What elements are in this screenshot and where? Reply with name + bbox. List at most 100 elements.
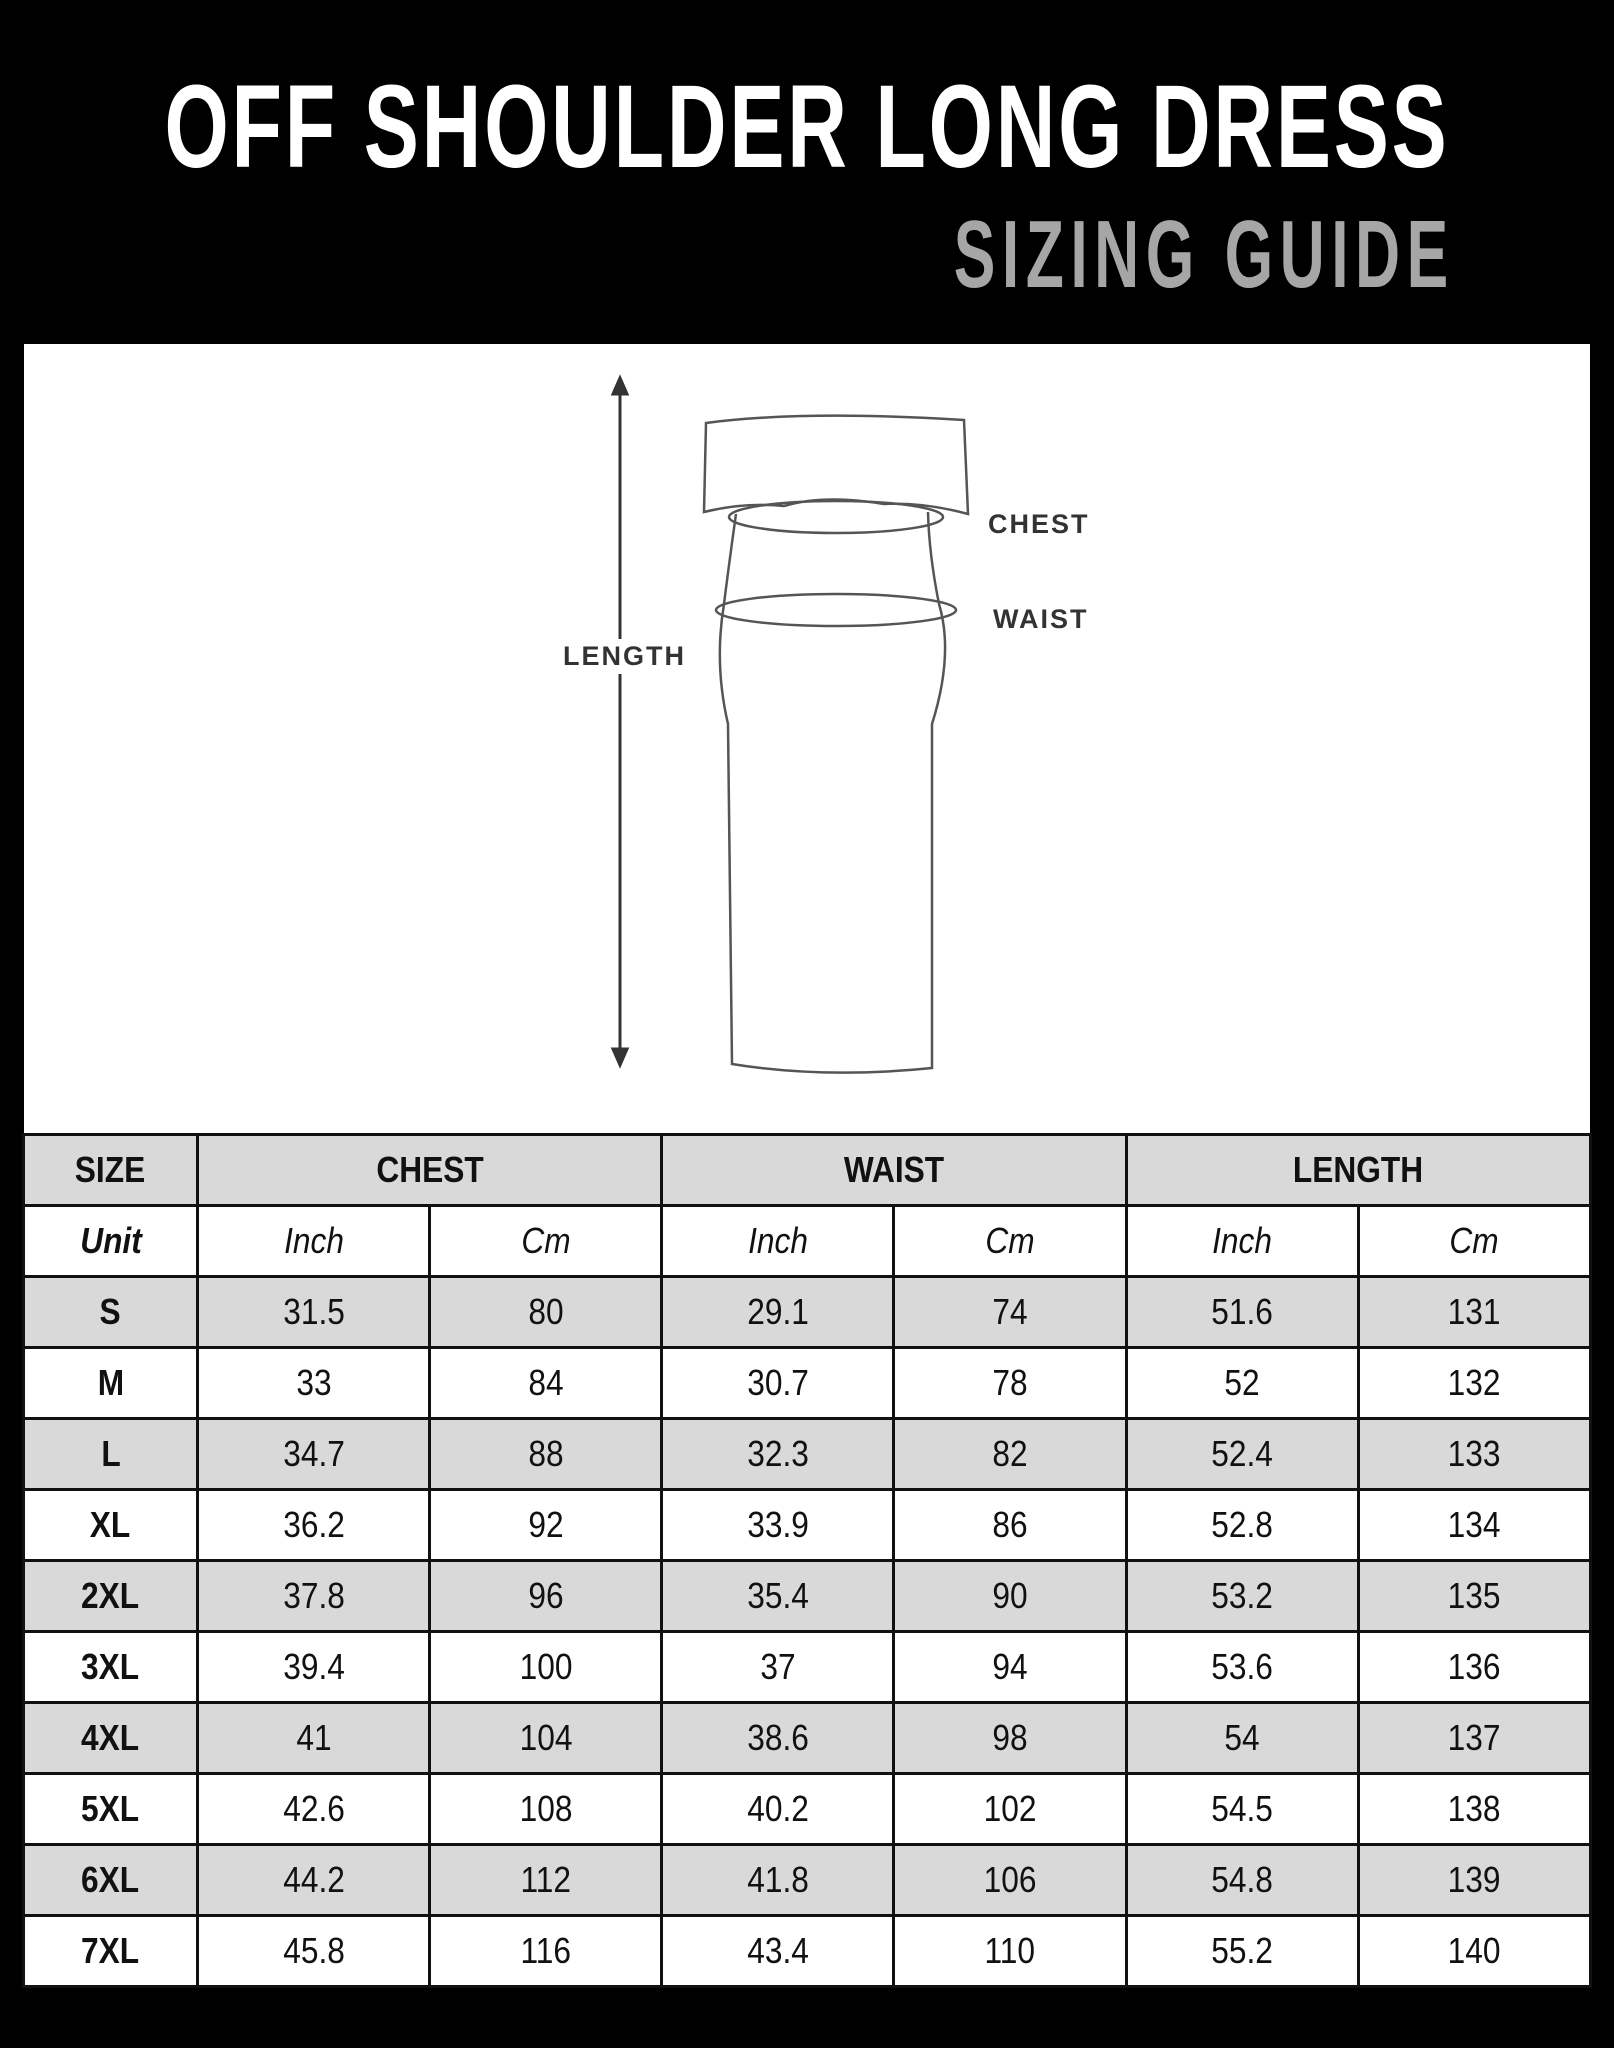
size-cell: L <box>22 1417 199 1491</box>
length-label: LENGTH <box>563 639 686 674</box>
table-row: 5XL 42.6 108 40.2 102 54.5 138 <box>22 1772 1593 1846</box>
value-cell: 106 <box>892 1843 1128 1917</box>
table-row: L 34.7 88 32.3 82 52.4 133 <box>22 1417 1593 1491</box>
value-cell: 92 <box>428 1488 664 1562</box>
size-cell: S <box>22 1275 199 1349</box>
table-row: M 33 84 30.7 78 52 132 <box>22 1346 1593 1420</box>
value-cell: 100 <box>428 1630 664 1704</box>
value-cell: 51.6 <box>1124 1275 1360 1349</box>
unit-cell: Inch <box>1124 1204 1360 1278</box>
value-cell: 102 <box>892 1772 1128 1846</box>
value-cell: 138 <box>1356 1772 1593 1846</box>
value-cell: 53.2 <box>1124 1559 1360 1633</box>
value-cell: 37 <box>660 1630 896 1704</box>
value-cell: 135 <box>1356 1559 1593 1633</box>
unit-cell: Cm <box>428 1204 664 1278</box>
value-cell: 52.4 <box>1124 1417 1360 1491</box>
value-cell: 133 <box>1356 1417 1593 1491</box>
table-row: 3XL 39.4 100 37 94 53.6 136 <box>22 1630 1593 1704</box>
size-cell: 6XL <box>22 1843 199 1917</box>
value-cell: 53.6 <box>1124 1630 1360 1704</box>
unit-cell: Cm <box>1356 1204 1593 1278</box>
value-cell: 82 <box>892 1417 1128 1491</box>
header-chest: CHEST <box>195 1133 664 1207</box>
value-cell: 54.5 <box>1124 1772 1360 1846</box>
value-cell: 116 <box>428 1914 664 1988</box>
unit-label: Unit <box>22 1204 199 1278</box>
value-cell: 33.9 <box>660 1488 896 1562</box>
value-cell: 44.2 <box>195 1843 432 1917</box>
value-cell: 78 <box>892 1346 1128 1420</box>
dress-outline-icon <box>702 414 970 1074</box>
waist-label: WAIST <box>993 604 1089 634</box>
size-cell: 4XL <box>22 1701 199 1775</box>
table-row: 4XL 41 104 38.6 98 54 137 <box>22 1701 1593 1775</box>
unit-cell: Cm <box>892 1204 1128 1278</box>
value-cell: 108 <box>428 1772 664 1846</box>
value-cell: 140 <box>1356 1914 1593 1988</box>
value-cell: 74 <box>892 1275 1128 1349</box>
header-length: LENGTH <box>1124 1133 1593 1207</box>
dress-diagram: CHEST WAIST LENGTH <box>24 344 1590 1133</box>
header-waist: WAIST <box>660 1133 1128 1207</box>
size-cell: 7XL <box>22 1914 199 1988</box>
value-cell: 54.8 <box>1124 1843 1360 1917</box>
value-cell: 110 <box>892 1914 1128 1988</box>
value-cell: 96 <box>428 1559 664 1633</box>
value-cell: 42.6 <box>195 1772 432 1846</box>
unit-row: Unit Inch Cm Inch Cm Inch Cm <box>22 1204 1593 1278</box>
value-cell: 80 <box>428 1275 664 1349</box>
table-row: S 31.5 80 29.1 74 51.6 131 <box>22 1275 1593 1349</box>
table-row: 7XL 45.8 116 43.4 110 55.2 140 <box>22 1914 1593 1988</box>
table-row: XL 36.2 92 33.9 86 52.8 134 <box>22 1488 1593 1562</box>
value-cell: 88 <box>428 1417 664 1491</box>
value-cell: 104 <box>428 1701 664 1775</box>
size-cell: 3XL <box>22 1630 199 1704</box>
page-title: OFF SHOULDER LONG DRESS <box>164 61 1450 193</box>
value-cell: 98 <box>892 1701 1128 1775</box>
size-cell: 2XL <box>22 1559 199 1633</box>
unit-cell: Inch <box>195 1204 432 1278</box>
table-row: 6XL 44.2 112 41.8 106 54.8 139 <box>22 1843 1593 1917</box>
value-cell: 139 <box>1356 1843 1593 1917</box>
value-cell: 33 <box>195 1346 432 1420</box>
dress-illustration <box>610 374 970 1074</box>
value-cell: 136 <box>1356 1630 1593 1704</box>
value-cell: 35.4 <box>660 1559 896 1633</box>
value-cell: 40.2 <box>660 1772 896 1846</box>
value-cell: 41.8 <box>660 1843 896 1917</box>
table-row: 2XL 37.8 96 35.4 90 53.2 135 <box>22 1559 1593 1633</box>
unit-cell: Inch <box>660 1204 896 1278</box>
value-cell: 30.7 <box>660 1346 896 1420</box>
value-cell: 31.5 <box>195 1275 432 1349</box>
value-cell: 131 <box>1356 1275 1593 1349</box>
value-cell: 29.1 <box>660 1275 896 1349</box>
value-cell: 36.2 <box>195 1488 432 1562</box>
header-size: SIZE <box>22 1133 199 1207</box>
value-cell: 84 <box>428 1346 664 1420</box>
value-cell: 32.3 <box>660 1417 896 1491</box>
value-cell: 39.4 <box>195 1630 432 1704</box>
header-row: SIZE CHEST WAIST LENGTH <box>22 1133 1593 1207</box>
chest-label: CHEST <box>988 509 1090 539</box>
size-cell: XL <box>22 1488 199 1562</box>
value-cell: 112 <box>428 1843 664 1917</box>
value-cell: 137 <box>1356 1701 1593 1775</box>
value-cell: 90 <box>892 1559 1128 1633</box>
value-cell: 132 <box>1356 1346 1593 1420</box>
size-cell: 5XL <box>22 1772 199 1846</box>
value-cell: 52 <box>1124 1346 1360 1420</box>
value-cell: 94 <box>892 1630 1128 1704</box>
value-cell: 134 <box>1356 1488 1593 1562</box>
value-cell: 54 <box>1124 1701 1360 1775</box>
value-cell: 38.6 <box>660 1701 896 1775</box>
value-cell: 37.8 <box>195 1559 432 1633</box>
size-cell: M <box>22 1346 199 1420</box>
page-subtitle: SIZING GUIDE <box>954 201 1455 308</box>
value-cell: 45.8 <box>195 1914 432 1988</box>
value-cell: 43.4 <box>660 1914 896 1988</box>
value-cell: 52.8 <box>1124 1488 1360 1562</box>
value-cell: 86 <box>892 1488 1128 1562</box>
value-cell: 34.7 <box>195 1417 432 1491</box>
value-cell: 41 <box>195 1701 432 1775</box>
